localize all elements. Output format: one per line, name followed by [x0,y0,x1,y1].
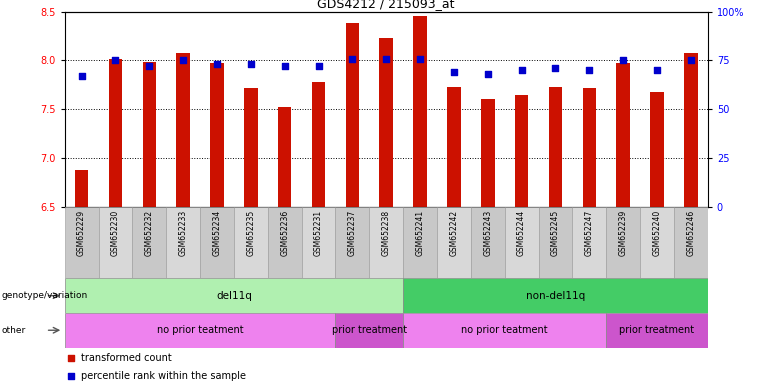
Text: GSM652230: GSM652230 [111,210,120,256]
Text: GSM652244: GSM652244 [517,210,526,256]
Text: no prior teatment: no prior teatment [461,325,548,335]
Point [211,61,223,68]
Point [75,73,88,79]
Bar [132,207,166,278]
Text: del11q: del11q [216,291,252,301]
Bar [142,63,156,207]
Bar [234,207,268,278]
Text: non-del11q: non-del11q [526,291,585,301]
Text: GSM652232: GSM652232 [145,210,154,256]
Bar [674,207,708,278]
Point [245,61,257,68]
Bar [380,38,393,207]
Bar [75,170,88,207]
Bar [98,207,132,278]
Bar [684,53,698,207]
Text: GSM652231: GSM652231 [314,210,323,256]
Text: prior treatment: prior treatment [332,325,407,335]
Bar [447,87,460,207]
Bar [403,313,607,348]
Text: GSM652247: GSM652247 [584,210,594,256]
Text: GSM652229: GSM652229 [77,210,86,256]
Bar [166,207,200,278]
Text: GSM652245: GSM652245 [551,210,560,256]
Text: prior treatment: prior treatment [619,325,695,335]
Text: GSM652235: GSM652235 [247,210,256,256]
Title: GDS4212 / 215093_at: GDS4212 / 215093_at [317,0,455,10]
Point [414,55,426,61]
Bar [549,87,562,207]
Text: GSM652238: GSM652238 [382,210,390,256]
Bar [278,108,291,207]
Bar [607,313,708,348]
Text: GSM652246: GSM652246 [686,210,696,256]
Text: percentile rank within the sample: percentile rank within the sample [81,371,246,381]
Bar [403,278,708,313]
Bar [268,207,301,278]
Bar [582,88,596,207]
Bar [437,207,471,278]
Bar [65,207,98,278]
Text: GSM652234: GSM652234 [212,210,221,256]
Bar [244,88,257,207]
Text: GSM652241: GSM652241 [416,210,425,256]
Point [482,71,494,77]
Point [177,57,189,63]
Bar [403,207,437,278]
Bar [616,63,630,207]
Bar [65,313,336,348]
Bar [572,207,607,278]
Text: GSM652236: GSM652236 [280,210,289,256]
Bar [109,58,123,207]
Text: genotype/variation: genotype/variation [2,291,88,300]
Bar [471,207,505,278]
Bar [345,23,359,207]
Bar [301,207,336,278]
Point [143,63,155,70]
Text: GSM652237: GSM652237 [348,210,357,256]
Bar [336,207,369,278]
Bar [312,82,325,207]
Bar [539,207,572,278]
Bar [607,207,640,278]
Text: GSM652233: GSM652233 [179,210,188,256]
Text: transformed count: transformed count [81,353,171,363]
Point [617,57,629,63]
Point [313,63,325,70]
Bar [650,92,664,207]
Text: GSM652240: GSM652240 [652,210,661,256]
Text: no prior teatment: no prior teatment [157,325,244,335]
Text: GSM652242: GSM652242 [450,210,458,256]
Bar [177,53,190,207]
Bar [369,207,403,278]
Bar [481,99,495,207]
Point [110,57,122,63]
Point [380,55,393,61]
Point [279,63,291,70]
Bar [514,95,528,207]
Point [515,67,527,73]
Point [685,57,697,63]
Point [346,55,358,61]
Point [65,355,77,361]
Bar [210,63,224,207]
Point [583,67,595,73]
Bar [336,313,403,348]
Point [65,373,77,379]
Text: GSM652243: GSM652243 [483,210,492,256]
Point [549,65,562,71]
Text: GSM652239: GSM652239 [619,210,628,256]
Bar [413,17,427,207]
Bar [65,278,403,313]
Bar [640,207,674,278]
Point [447,69,460,75]
Point [651,67,663,73]
Bar [505,207,539,278]
Bar [200,207,234,278]
Text: other: other [2,326,26,335]
